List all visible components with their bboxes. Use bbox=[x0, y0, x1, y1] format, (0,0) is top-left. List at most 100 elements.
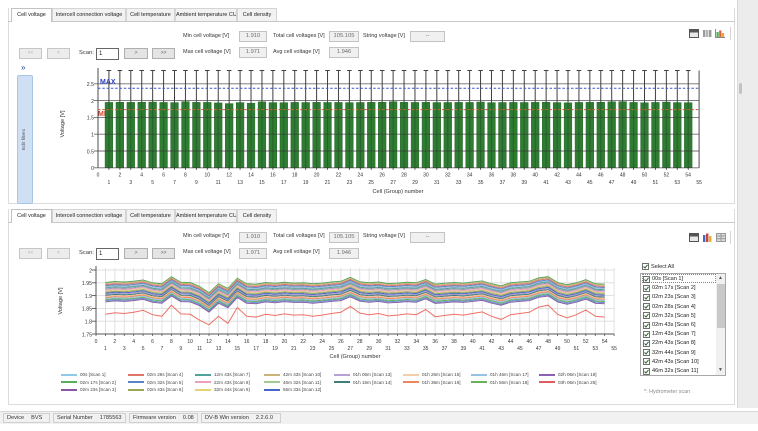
svg-text:MIN: MIN bbox=[98, 111, 111, 118]
svg-text:1: 1 bbox=[91, 133, 94, 139]
svg-text:3: 3 bbox=[129, 180, 132, 186]
svg-text:47: 47 bbox=[609, 180, 615, 186]
svg-text:14: 14 bbox=[248, 173, 254, 179]
svg-text:18: 18 bbox=[292, 173, 298, 179]
svg-text:32: 32 bbox=[445, 173, 451, 179]
svg-text:43: 43 bbox=[498, 346, 504, 352]
svg-text:40: 40 bbox=[532, 173, 538, 179]
svg-text:0: 0 bbox=[95, 339, 98, 345]
svg-text:35: 35 bbox=[423, 346, 429, 352]
svg-text:24: 24 bbox=[358, 173, 364, 179]
svg-text:22: 22 bbox=[336, 173, 342, 179]
svg-text:2.5: 2.5 bbox=[87, 82, 94, 88]
svg-text:16: 16 bbox=[270, 173, 276, 179]
svg-text:55: 55 bbox=[611, 346, 617, 352]
svg-text:44: 44 bbox=[576, 173, 582, 179]
svg-text:12: 12 bbox=[206, 339, 212, 345]
svg-text:41: 41 bbox=[543, 180, 549, 186]
svg-text:40: 40 bbox=[470, 339, 476, 345]
svg-text:26: 26 bbox=[338, 339, 344, 345]
svg-text:30: 30 bbox=[423, 173, 429, 179]
svg-text:Cell (Group) number: Cell (Group) number bbox=[330, 354, 381, 360]
svg-text:19: 19 bbox=[303, 180, 309, 186]
svg-text:Voltage [V]: Voltage [V] bbox=[60, 110, 66, 138]
svg-text:48: 48 bbox=[545, 339, 551, 345]
svg-text:36: 36 bbox=[432, 339, 438, 345]
svg-text:39: 39 bbox=[522, 180, 528, 186]
svg-text:2: 2 bbox=[91, 99, 94, 105]
svg-text:31: 31 bbox=[434, 180, 440, 186]
svg-text:23: 23 bbox=[347, 180, 353, 186]
svg-text:1.95: 1.95 bbox=[82, 281, 92, 287]
svg-text:26: 26 bbox=[379, 173, 385, 179]
svg-text:54: 54 bbox=[685, 173, 691, 179]
svg-text:34: 34 bbox=[467, 173, 473, 179]
svg-text:1.85: 1.85 bbox=[82, 307, 92, 313]
svg-text:44: 44 bbox=[508, 339, 514, 345]
svg-text:47: 47 bbox=[536, 346, 542, 352]
svg-text:21: 21 bbox=[291, 346, 297, 352]
svg-text:30: 30 bbox=[376, 339, 382, 345]
svg-text:27: 27 bbox=[348, 346, 354, 352]
svg-text:53: 53 bbox=[593, 346, 599, 352]
svg-text:7: 7 bbox=[161, 346, 164, 352]
svg-text:52: 52 bbox=[664, 173, 670, 179]
svg-text:43: 43 bbox=[565, 180, 571, 186]
svg-text:10: 10 bbox=[205, 173, 211, 179]
svg-text:10: 10 bbox=[187, 339, 193, 345]
svg-text:4: 4 bbox=[132, 339, 135, 345]
svg-text:12: 12 bbox=[226, 173, 232, 179]
svg-text:0: 0 bbox=[97, 173, 100, 179]
svg-text:42: 42 bbox=[489, 339, 495, 345]
svg-text:49: 49 bbox=[631, 180, 637, 186]
svg-text:9: 9 bbox=[195, 180, 198, 186]
svg-text:53: 53 bbox=[675, 180, 681, 186]
svg-text:55: 55 bbox=[696, 180, 702, 186]
svg-text:45: 45 bbox=[517, 346, 523, 352]
svg-text:15: 15 bbox=[259, 180, 265, 186]
svg-text:46: 46 bbox=[527, 339, 533, 345]
svg-text:31: 31 bbox=[385, 346, 391, 352]
svg-text:1: 1 bbox=[108, 180, 111, 186]
svg-text:24: 24 bbox=[319, 339, 325, 345]
svg-text:7: 7 bbox=[173, 180, 176, 186]
svg-text:39: 39 bbox=[461, 346, 467, 352]
svg-text:6: 6 bbox=[151, 339, 154, 345]
svg-text:45: 45 bbox=[587, 180, 593, 186]
svg-text:20: 20 bbox=[282, 339, 288, 345]
svg-text:37: 37 bbox=[442, 346, 448, 352]
svg-text:52: 52 bbox=[583, 339, 589, 345]
svg-text:MAX: MAX bbox=[100, 79, 116, 86]
svg-text:16: 16 bbox=[244, 339, 250, 345]
svg-text:36: 36 bbox=[489, 173, 495, 179]
svg-text:3: 3 bbox=[123, 346, 126, 352]
svg-text:15: 15 bbox=[235, 346, 241, 352]
svg-text:1.8: 1.8 bbox=[85, 320, 92, 326]
svg-text:51: 51 bbox=[574, 346, 580, 352]
svg-text:8: 8 bbox=[170, 339, 173, 345]
svg-text:21: 21 bbox=[325, 180, 331, 186]
svg-text:38: 38 bbox=[511, 173, 517, 179]
svg-text:2: 2 bbox=[113, 339, 116, 345]
svg-text:1.75: 1.75 bbox=[82, 332, 92, 338]
svg-text:32: 32 bbox=[395, 339, 401, 345]
svg-text:Cell (Group) number: Cell (Group) number bbox=[373, 189, 424, 195]
svg-text:48: 48 bbox=[620, 173, 626, 179]
svg-text:29: 29 bbox=[412, 180, 418, 186]
svg-text:1.5: 1.5 bbox=[87, 116, 94, 122]
svg-text:46: 46 bbox=[598, 173, 604, 179]
svg-text:27: 27 bbox=[390, 180, 396, 186]
svg-text:29: 29 bbox=[366, 346, 372, 352]
svg-text:0.5: 0.5 bbox=[87, 149, 94, 155]
svg-text:18: 18 bbox=[263, 339, 269, 345]
svg-text:50: 50 bbox=[642, 173, 648, 179]
svg-text:0: 0 bbox=[91, 166, 94, 172]
svg-text:25: 25 bbox=[368, 180, 374, 186]
svg-text:14: 14 bbox=[225, 339, 231, 345]
svg-text:28: 28 bbox=[357, 339, 363, 345]
svg-text:17: 17 bbox=[281, 180, 287, 186]
svg-text:6: 6 bbox=[162, 173, 165, 179]
svg-text:5: 5 bbox=[151, 180, 154, 186]
svg-text:4: 4 bbox=[140, 173, 143, 179]
svg-text:35: 35 bbox=[478, 180, 484, 186]
